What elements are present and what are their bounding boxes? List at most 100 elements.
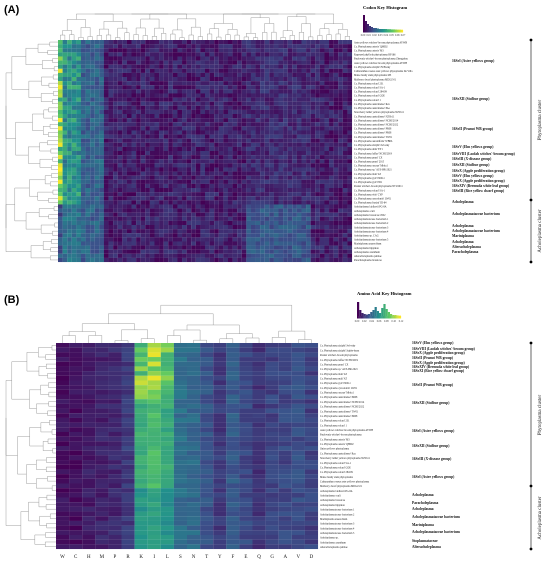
row-label: Onion yellows phytoplasma [320,448,350,451]
key-gradient [366,30,368,33]
key-gradient [381,316,383,319]
key-gradient [400,30,402,33]
row-label: Ca. Phytoplasma vitis' CYP [354,193,383,196]
row-label: Mariniplasma anaerobium [354,243,381,246]
key-gradient [397,30,399,33]
row-label: Ca. Phytoplasma fraxini' ID-64 [354,202,387,205]
group-label: Acholeplasmataceae bacterium [452,212,500,216]
row-label: Acholeplasma hippikon [320,504,345,507]
key-tick: 0.02 [362,320,367,323]
panel-a-label: (A) [4,4,20,16]
row-label: Paulownia witches'-broom phytoplasma Zhe… [354,58,409,61]
row-label: Acholeplasma brassicae O502 [354,214,386,217]
row-label: Ca. Phytoplasma pyri' PD1 [354,181,383,184]
row-label: Ca. Phytoplasma australiense' Rza [354,103,390,106]
key-bar [368,314,371,316]
row-label: Acholeplasmataceae bacterium 5 [354,239,389,242]
row-label: Ca. Phytoplasma solani' 1 [320,424,348,427]
key-gradient [360,316,362,319]
row-label: Ca. Phytoplasma ziziphi' JWB-nky [354,66,391,69]
key-gradient [392,30,394,33]
key-tick: 0.05 [389,34,394,37]
row-label: Ca. Phytoplasma asteris' QH002 [354,45,388,48]
column-label: D [310,555,314,560]
key-gradient [388,316,391,319]
column-dendrogram [62,304,312,343]
row-label: Ca. Phytoplasma solani' SA-1 [354,189,386,192]
cluster-label: Phytoplasma cluster [538,99,543,140]
key-bar [381,308,384,316]
row-label: Ca. Phytoplasma solani' GOE [354,95,385,98]
key-tick: 0.00 [361,34,366,37]
key-gradient [392,316,394,319]
key-gradient [362,316,364,319]
key-gradient [361,316,363,319]
key-gradient [372,30,374,33]
row-label: Acholeplasma sp. CAG [354,235,379,238]
key-bar [367,24,369,30]
row-label: Acholeplasma sp. [320,537,339,540]
column-label: E [244,555,247,560]
key-gradient [378,30,380,33]
key-gradient [365,316,367,319]
key-gradient [394,30,396,33]
key-gradient [379,30,381,33]
row-label: Ca. Phytoplasma pruni' CX [354,156,383,159]
key-gradient [382,316,384,319]
row-label: Mariniplasma anaerobium [320,518,347,521]
key-gradient [388,30,390,33]
row-label: Acholeplasma laidlawii PG-8A [320,490,353,493]
key-gradient [367,30,369,33]
key-gradient [381,30,383,33]
row-label: Ca. Phytoplasma australiense' PAa [354,107,391,110]
group-label: 16SrIII (X-disease group) [452,157,492,161]
row-label: Ca. Phytoplasma australiense' NZSb11 [354,115,395,118]
key-gradient [391,316,393,319]
row-label: Ca. Phytoplasma sp.' AUS-BR-2021 [320,368,358,371]
key-gradient [387,316,389,319]
key-gradient [371,30,373,33]
key-gradient [369,30,371,33]
row-label: Alteracholeplasma palmae [320,546,348,549]
key-gradient [359,316,361,319]
row-label: Strawberry lethal yellows phytoplasma NZ… [354,111,405,114]
key-gradient [370,316,372,319]
key-gradient [373,316,375,319]
row-label: Acholeplasmataceae bacterium 1 [320,509,355,512]
row-label: Acholeplasmataceae bacterium 3 [354,226,389,229]
key-gradient [364,30,366,33]
key-gradient [396,30,398,33]
cluster-brackets: Phytoplasma cluster Acholeplasma cluster [529,38,543,264]
column-label: P [114,555,117,560]
key-bar [385,309,388,316]
group-label: 16SrX (Apple proliferation group) [412,351,465,355]
column-label: L [166,555,169,560]
key-gradient [397,316,399,319]
group-label: 16SrXIV (Bermuda white leaf group) [412,365,470,369]
column-label: M [100,555,105,560]
row-label: Ca. Phytoplasma cynodontis' LW01 [354,198,392,201]
group-label: Paracholeplasma [412,501,439,505]
key-gradient [357,316,359,319]
row-label: Rapeseed phyllody phytoplasma RP166 [354,54,396,57]
row-label: Ca. Phytoplasma solani' SA-1 [354,87,386,90]
panel-b-label: (B) [4,294,20,306]
group-label: Acholeplasmataceae bacterium [412,530,460,534]
key-bar [365,314,368,316]
row-label: Ca. Phytoplasma oryzae' Mbita1 [354,165,388,168]
key-bar [363,314,366,316]
row-label: Ca. Phytoplasma australiense' NCHU2022 [320,406,365,409]
codon-heatmap: Aster yellows witches'-broom phytoplasma… [5,5,543,264]
row-label: Acholeplasmataceae bacterium 5 [320,532,355,535]
row-label: Ca. Phytoplasma solani' 284/09 [320,471,353,474]
row-label: Acholeplasmataceae bacterium 1 [354,218,389,221]
column-label: W [60,555,65,560]
key-bar [361,313,364,316]
key-gradient [368,30,370,33]
key-gradient [383,30,385,33]
key-gradient [375,316,377,319]
key-bar [373,28,375,30]
key-gradient [369,316,371,319]
key-title: Amino Acid Key Histogram [357,291,412,296]
row-label: Ca. Phytoplasma pyri' PRD-1 [320,382,351,385]
